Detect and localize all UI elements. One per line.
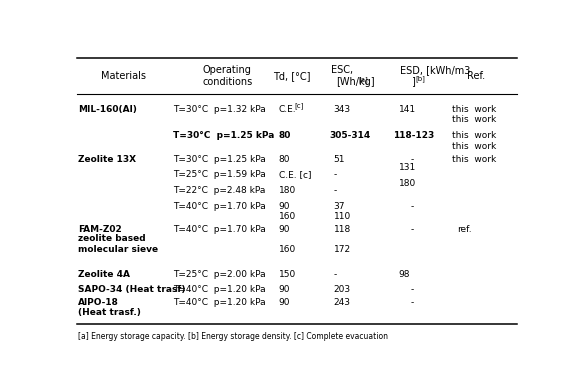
Text: MIL-160(Al): MIL-160(Al) [78, 104, 137, 113]
Text: -: - [334, 170, 337, 179]
Text: this  work: this work [452, 142, 496, 151]
Text: conditions: conditions [202, 77, 252, 87]
Text: 203: 203 [334, 285, 351, 295]
Text: Zeolite 13X: Zeolite 13X [78, 155, 136, 164]
Text: zeolite based: zeolite based [78, 234, 145, 243]
Text: 160: 160 [279, 212, 296, 221]
Text: -: - [334, 270, 337, 279]
Text: 110: 110 [334, 212, 351, 221]
Text: this  work: this work [452, 131, 496, 140]
Text: -: - [411, 202, 413, 211]
Text: this  work: this work [452, 115, 496, 124]
Text: 131: 131 [398, 163, 416, 171]
Text: ESC,: ESC, [331, 65, 353, 75]
Text: T=30°C  p=1.25 kPa: T=30°C p=1.25 kPa [173, 131, 274, 140]
Text: ref.: ref. [457, 225, 472, 234]
Text: 90: 90 [279, 285, 290, 295]
Text: [a] Energy storage capacity. [b] Energy storage density. [c] Complete evacuation: [a] Energy storage capacity. [b] Energy … [78, 332, 388, 341]
Text: [Wh/kg]: [Wh/kg] [336, 77, 375, 87]
Text: ESD, [kWh/m3: ESD, [kWh/m3 [400, 65, 470, 75]
Text: -: - [411, 155, 413, 164]
Text: 150: 150 [279, 270, 296, 279]
Text: Ref.: Ref. [467, 71, 485, 81]
Text: [c]: [c] [294, 103, 303, 110]
Text: [a]: [a] [358, 76, 368, 82]
Text: 343: 343 [334, 104, 351, 113]
Text: T=40°C  p=1.70 kPa: T=40°C p=1.70 kPa [173, 202, 266, 211]
Text: T=40°C  p=1.20 kPa: T=40°C p=1.20 kPa [173, 298, 266, 307]
Text: T=40°C  p=1.20 kPa: T=40°C p=1.20 kPa [173, 285, 266, 295]
Text: 90: 90 [279, 202, 290, 211]
Text: 172: 172 [334, 245, 351, 254]
Text: (Heat trasf.): (Heat trasf.) [78, 308, 141, 317]
Text: -: - [411, 298, 413, 307]
Text: 98: 98 [398, 270, 410, 279]
Text: Materials: Materials [101, 71, 146, 81]
Text: SAPO-34 (Heat trasf): SAPO-34 (Heat trasf) [78, 285, 185, 295]
Text: T=30°C  p=1.25 kPa: T=30°C p=1.25 kPa [173, 155, 266, 164]
Text: T=40°C  p=1.70 kPa: T=40°C p=1.70 kPa [173, 225, 266, 234]
Text: 80: 80 [279, 131, 291, 140]
Text: Zeolite 4A: Zeolite 4A [78, 270, 130, 279]
Text: 37: 37 [334, 202, 345, 211]
Text: 180: 180 [398, 179, 416, 188]
Text: 118: 118 [334, 225, 351, 234]
Text: T=22°C  p=2.48 kPa: T=22°C p=2.48 kPa [173, 187, 266, 195]
Text: -: - [411, 285, 413, 295]
Text: 305-314: 305-314 [329, 131, 371, 140]
Text: this  work: this work [452, 155, 496, 164]
Text: this  work: this work [452, 104, 496, 113]
Text: 141: 141 [398, 104, 416, 113]
Text: ]: ] [411, 76, 415, 86]
Text: molecular sieve: molecular sieve [78, 245, 158, 254]
Text: 243: 243 [334, 298, 350, 307]
Text: 80: 80 [279, 155, 290, 164]
Text: C.E.: C.E. [279, 104, 296, 113]
Text: 90: 90 [279, 298, 290, 307]
Text: 180: 180 [279, 187, 296, 195]
Text: 51: 51 [334, 155, 345, 164]
Text: Td, [°C]: Td, [°C] [273, 71, 311, 81]
Text: FAM-Z02: FAM-Z02 [78, 225, 122, 234]
Text: 90: 90 [279, 225, 290, 234]
Text: T=25°C  p=1.59 kPa: T=25°C p=1.59 kPa [173, 170, 266, 179]
Text: [b]: [b] [416, 75, 426, 82]
Text: Operating: Operating [203, 65, 252, 75]
Text: T=30°C  p=1.32 kPa: T=30°C p=1.32 kPa [173, 104, 266, 113]
Text: T=25°C  p=2.00 kPa: T=25°C p=2.00 kPa [173, 270, 266, 279]
Text: 118-123: 118-123 [393, 131, 434, 140]
Text: 160: 160 [279, 245, 296, 254]
Text: -: - [411, 225, 413, 234]
Text: AlPO-18: AlPO-18 [78, 298, 119, 307]
Text: -: - [334, 187, 337, 195]
Text: C.E. [c]: C.E. [c] [279, 170, 312, 179]
